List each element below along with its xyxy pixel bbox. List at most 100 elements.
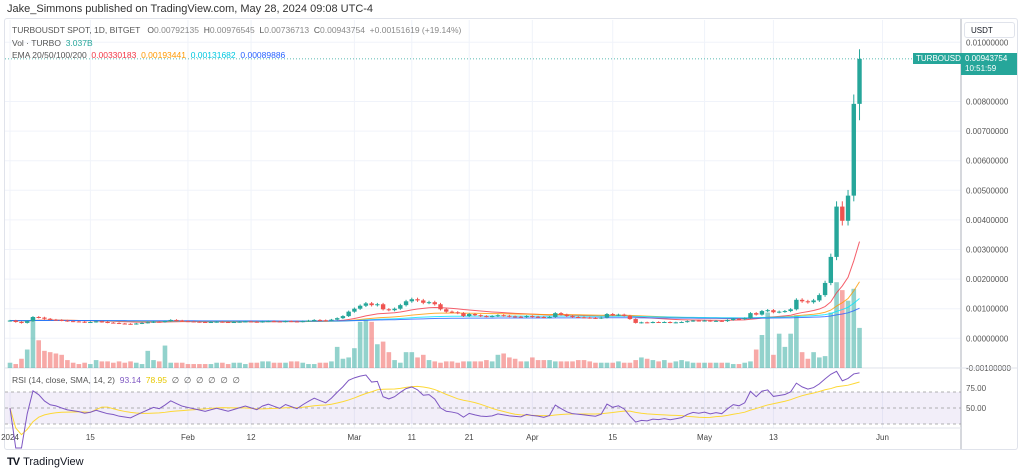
candle-body [530, 316, 535, 318]
price-tick-label: 0.00600000 [966, 157, 1009, 166]
rsi-sma-line [9, 381, 860, 436]
volume-bar [133, 362, 139, 368]
candle-body [174, 319, 179, 321]
last-price-symbol-tag: TURBOUSDT [913, 53, 969, 64]
candle [489, 315, 495, 318]
candle-body [36, 316, 41, 318]
volume-bar [254, 362, 260, 368]
candle-body [662, 322, 667, 324]
candle [157, 321, 162, 323]
candle-body [507, 315, 512, 317]
candle [363, 301, 369, 308]
volume-bar [70, 362, 76, 368]
candle [845, 189, 851, 226]
candle-body [340, 316, 346, 319]
volume-bar [174, 362, 179, 368]
candle-body [231, 322, 237, 324]
candle [70, 320, 76, 323]
volume-bar [598, 362, 604, 368]
candle [541, 316, 547, 319]
candle [277, 320, 282, 323]
volume-bar [782, 346, 788, 368]
candle-body [329, 319, 334, 321]
volume-bar [748, 361, 753, 368]
candle-body [484, 316, 489, 318]
change-value: +0.00151619 (+19.14%) [369, 25, 462, 35]
time-tick-label: 21 [465, 433, 474, 442]
candle-body [145, 322, 150, 324]
candle [495, 314, 501, 317]
candle-body [627, 315, 633, 320]
tradingview-logo[interactable]: TV TradingView [7, 456, 84, 468]
candle-body [708, 320, 713, 322]
volume-bar [398, 362, 403, 368]
empty-value: ∅ [183, 375, 192, 385]
candle-body [444, 309, 449, 312]
candle-body [283, 321, 288, 323]
volume-label[interactable]: Vol · TURBO [12, 37, 61, 48]
volume-bar [501, 353, 506, 368]
rsi-label[interactable]: RSI (14, close, SMA, 14, 2) [12, 375, 115, 385]
volume-bar [690, 362, 696, 368]
candle-body [7, 320, 13, 322]
candle-body [512, 316, 518, 318]
rsi-sma-value: 78.95 [145, 375, 168, 385]
open-value: 0.00792135 [154, 25, 199, 35]
volume-bar [53, 353, 59, 368]
candle-body [289, 321, 294, 323]
candle-body [88, 322, 93, 324]
ema-label[interactable]: EMA 20/50/100/200 [12, 50, 87, 60]
empty-value: ∅ [220, 375, 228, 385]
candle [248, 320, 254, 323]
volume-bar [357, 321, 363, 368]
volume-bar [828, 312, 834, 368]
candle [679, 321, 684, 324]
candle [616, 313, 621, 317]
volume-bar [151, 360, 156, 368]
volume-bar [24, 349, 30, 368]
candle [289, 320, 294, 323]
candle-body [380, 304, 386, 310]
currency-button[interactable]: USDT [964, 22, 1015, 38]
volume-bar [541, 360, 547, 368]
candle [306, 319, 311, 322]
time-tick-label: May [697, 433, 712, 442]
candle-body [553, 313, 558, 317]
candle [357, 304, 363, 310]
candle [851, 94, 856, 202]
candle-body [105, 322, 110, 324]
candle [731, 317, 736, 321]
volume-bar [197, 364, 202, 368]
candle-body [685, 321, 690, 323]
low-label: L [259, 25, 265, 35]
candle [673, 321, 679, 324]
volume-bar [386, 352, 392, 368]
candle [799, 298, 805, 303]
ema20-line [9, 241, 860, 323]
candle-body [478, 315, 483, 317]
candle-body [76, 321, 82, 323]
price-tick-label: 0.00400000 [966, 216, 1009, 225]
volume-bar [621, 362, 627, 368]
volume-bar [432, 361, 438, 368]
candle-body [449, 311, 455, 313]
price-tick-label: 0.00200000 [966, 275, 1009, 284]
candle [518, 315, 524, 318]
candle [415, 297, 420, 302]
candle-body [725, 319, 730, 322]
candle [334, 317, 340, 321]
symbol-label[interactable]: TURBOUSDT SPOT, 1D, BITGET [12, 25, 141, 35]
volume-bar [329, 361, 334, 368]
candle-body [65, 320, 70, 322]
candle [76, 320, 82, 323]
candle [266, 320, 271, 323]
candle-body [564, 314, 569, 317]
candle [834, 201, 839, 261]
candle-body [197, 321, 202, 323]
candle-body [455, 312, 460, 314]
price-tick-label: 0.00800000 [966, 98, 1009, 107]
chart-frame [4, 18, 1018, 450]
candle [564, 313, 569, 317]
candle-body [352, 308, 357, 312]
